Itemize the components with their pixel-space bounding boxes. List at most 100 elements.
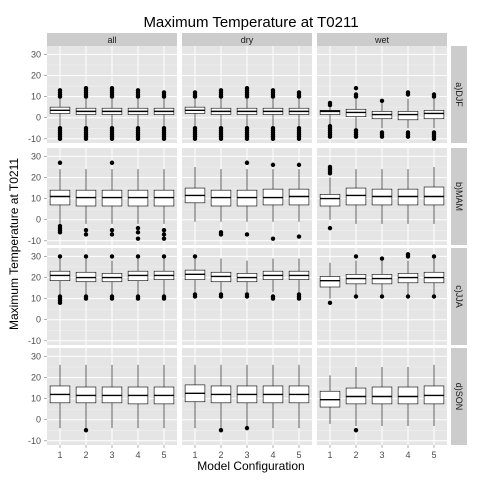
outlier-point	[109, 254, 115, 259]
outlier-point	[327, 225, 333, 231]
y-tick-label: 0	[36, 315, 41, 325]
column-strip	[47, 33, 177, 46]
y-tick-label: 10	[31, 394, 41, 404]
outlier-point	[192, 254, 198, 259]
y-tick-label: 30	[31, 251, 41, 261]
outlier-point	[109, 294, 115, 299]
outlier-point	[57, 223, 63, 229]
outlier-point	[192, 292, 198, 297]
outlier-point	[244, 85, 250, 91]
outlier-point	[379, 98, 385, 104]
outlier-point	[161, 126, 167, 131]
outlier-point	[83, 126, 89, 131]
outlier-point	[353, 254, 359, 259]
outlier-point	[353, 428, 359, 433]
y-tick-label: 20	[31, 273, 41, 283]
y-tick-label: 10	[31, 194, 41, 204]
outlier-point	[83, 85, 89, 91]
outlier-point	[353, 92, 359, 97]
row-strip-label: d)SON	[454, 383, 464, 411]
outlier-point	[161, 236, 167, 241]
outlier-point	[327, 300, 333, 306]
outlier-point	[327, 100, 333, 106]
y-tick-label: -10	[28, 134, 41, 144]
y-tick-label: 20	[31, 71, 41, 81]
outlier-point	[405, 130, 411, 135]
box-body	[423, 110, 445, 120]
outlier-point	[135, 236, 141, 241]
column-strip-label: dry	[241, 35, 254, 45]
x-tick-label: 3	[379, 450, 384, 460]
outlier-point	[379, 256, 385, 261]
x-tick-label: 4	[270, 450, 275, 460]
outlier-point	[135, 294, 141, 299]
outlier-point	[296, 234, 302, 239]
outlier-point	[405, 294, 411, 299]
outlier-point	[161, 90, 167, 95]
row-strip	[451, 348, 467, 445]
outlier-point	[270, 126, 276, 131]
outlier-point	[218, 230, 224, 235]
row-strip-label: b)MAM	[454, 182, 464, 211]
outlier-point	[161, 254, 167, 259]
outlier-point	[83, 232, 89, 237]
outlier-point	[244, 292, 250, 297]
outlier-point	[244, 425, 250, 431]
outlier-point	[244, 232, 250, 237]
column-strip	[182, 33, 312, 46]
outlier-point	[296, 90, 302, 95]
box-body	[397, 111, 419, 121]
outlier-point	[83, 428, 89, 433]
x-tick-label: 2	[218, 450, 223, 460]
outlier-point	[83, 228, 89, 233]
y-tick-label: -10	[28, 236, 41, 246]
x-tick-label: 1	[57, 450, 62, 460]
box-body	[345, 187, 367, 206]
outlier-point	[327, 164, 333, 170]
outlier-point	[296, 126, 302, 131]
row-strip	[451, 46, 467, 143]
y-tick-label: -10	[28, 336, 41, 346]
outlier-point	[109, 160, 115, 165]
y-tick-label: 0	[36, 113, 41, 123]
outlier-point	[192, 126, 198, 131]
column-strip-label: wet	[374, 35, 390, 45]
outlier-point	[57, 126, 63, 131]
box-body	[319, 276, 341, 288]
x-tick-label: 3	[109, 450, 114, 460]
box-body	[397, 386, 419, 405]
outlier-point	[353, 294, 359, 299]
x-tick-label: 1	[192, 450, 197, 460]
y-axis-title: Maximum Temperature at T0211	[7, 158, 21, 330]
x-tick-label: 1	[327, 450, 332, 460]
outlier-point	[431, 294, 437, 299]
y-tick-label: 10	[31, 294, 41, 304]
outlier-point	[192, 90, 198, 95]
outlier-point	[135, 126, 141, 131]
y-tick-label: 30	[31, 49, 41, 59]
box-body	[319, 194, 341, 207]
outlier-point	[270, 162, 276, 168]
outlier-point	[431, 130, 437, 135]
x-tick-label: 5	[161, 450, 166, 460]
outlier-point	[109, 126, 115, 131]
y-tick-label: 10	[31, 92, 41, 102]
outlier-point	[244, 126, 250, 131]
outlier-point	[296, 292, 302, 297]
x-tick-label: 2	[83, 450, 88, 460]
row-strip-label: c)JJA	[454, 285, 464, 308]
y-tick-label: 20	[31, 373, 41, 383]
outlier-point	[218, 292, 224, 297]
outlier-point	[83, 294, 89, 299]
outlier-point	[379, 294, 385, 299]
outlier-point	[135, 225, 141, 231]
outlier-point	[218, 428, 224, 433]
outlier-point	[161, 228, 167, 233]
x-tick-label: 4	[135, 450, 140, 460]
y-tick-label: 0	[36, 215, 41, 225]
column-strip	[317, 33, 447, 46]
outlier-point	[135, 254, 141, 259]
x-tick-label: 3	[244, 450, 249, 460]
outlier-point	[244, 160, 250, 165]
